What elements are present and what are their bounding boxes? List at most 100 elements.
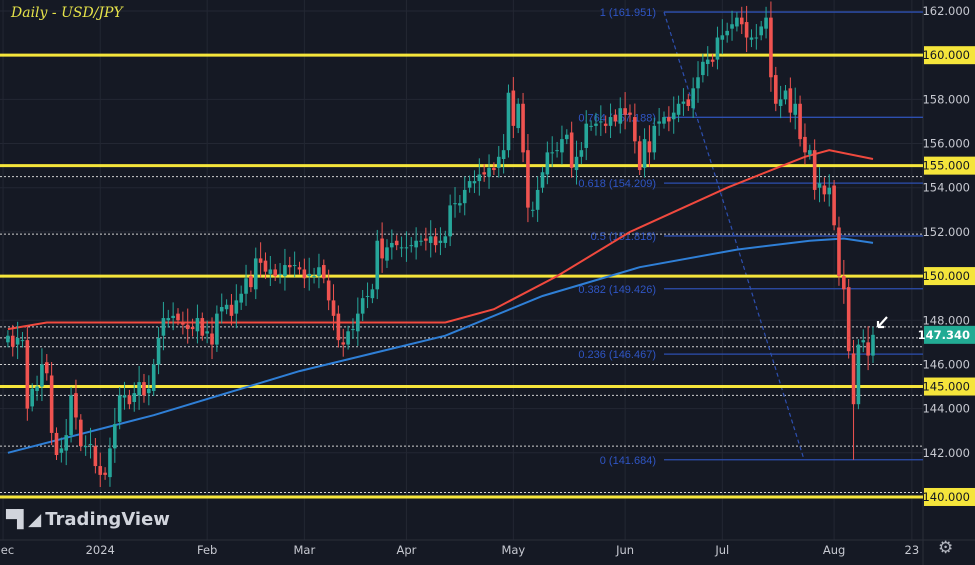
candle-body	[292, 265, 297, 267]
price-tick-label: 154.000	[922, 181, 970, 195]
candle-body	[108, 448, 112, 478]
level-price-badge	[924, 156, 975, 175]
candle-body	[156, 337, 161, 365]
candle-body	[696, 77, 700, 89]
candle-body	[720, 35, 725, 40]
annotation-arrow-icon	[876, 316, 888, 329]
candle-body	[122, 395, 127, 398]
candle-body	[98, 466, 103, 475]
candle-body	[550, 152, 555, 154]
fib-level-label: 0.382 (149.426)	[578, 284, 656, 296]
candle-body	[871, 334, 875, 356]
level-price-badge	[924, 377, 975, 396]
candle-body	[190, 326, 195, 330]
candle-body	[681, 101, 686, 104]
candle-body	[127, 395, 132, 405]
candle-body	[20, 340, 25, 342]
candle-body	[219, 307, 224, 312]
price-tick-label: 158.000	[922, 92, 970, 106]
candle-body	[715, 37, 720, 60]
candle-body	[79, 419, 83, 447]
candle-body	[200, 318, 205, 336]
candle-body	[234, 300, 239, 314]
fib-trend-line	[663, 11, 805, 460]
candle-body	[462, 189, 467, 204]
candle-body	[657, 121, 661, 124]
candle-body	[433, 236, 438, 246]
candle-body	[147, 388, 151, 394]
candle-body	[365, 295, 370, 297]
candle-body	[360, 298, 365, 314]
level-price-label: 150.000	[922, 269, 970, 283]
candle-body	[783, 90, 788, 100]
candle-body	[560, 139, 564, 153]
price-tick-label: 148.000	[922, 313, 970, 327]
candle-body	[404, 247, 409, 249]
candle-body	[866, 342, 870, 356]
candle-body	[662, 117, 666, 124]
candle-body	[652, 125, 657, 153]
candle-body	[171, 315, 175, 319]
candle-body	[759, 26, 763, 36]
candle-body	[244, 278, 248, 294]
candle-body	[64, 435, 69, 451]
candle-body	[30, 388, 34, 407]
candle-body	[6, 335, 10, 343]
candle-body	[769, 17, 773, 78]
candle-body	[667, 117, 671, 122]
fib-level-label: 1 (161.951)	[600, 7, 656, 19]
candle-body	[705, 59, 710, 65]
candle-body	[326, 280, 331, 301]
tradingview-logo-icon: ▀▌◢	[6, 509, 41, 530]
candle-body	[54, 432, 59, 456]
candle-body	[496, 156, 501, 168]
candle-body	[773, 75, 778, 104]
candle-body	[735, 17, 739, 27]
candle-body	[341, 342, 346, 345]
candle-body	[35, 386, 39, 391]
candle-body	[268, 269, 273, 274]
candle-body	[10, 335, 15, 347]
candle-body	[633, 117, 637, 142]
candle-body	[307, 273, 312, 277]
tradingview-logo: ▀▌◢ TradingView	[6, 509, 170, 530]
candle-body	[516, 103, 520, 129]
candle-body	[822, 185, 827, 195]
candle-body	[846, 287, 851, 352]
candle-body	[851, 353, 856, 405]
candle-body	[861, 340, 866, 343]
time-tick-label: Mar	[294, 543, 316, 557]
candle-body	[249, 276, 253, 288]
candle-body	[725, 30, 729, 36]
candle-body	[482, 172, 486, 175]
candle-body	[691, 88, 695, 109]
time-tick-label: Aug	[823, 543, 845, 557]
candle-body	[540, 172, 545, 188]
candle-body	[317, 267, 321, 277]
candle-body	[671, 112, 676, 120]
candle-body	[832, 185, 836, 226]
candle-body	[409, 245, 414, 247]
fib-level-label: 0.236 (146.467)	[578, 349, 656, 361]
candle-body	[793, 103, 798, 115]
candle-body	[49, 375, 54, 433]
candle-body	[40, 364, 44, 387]
candle-body	[205, 331, 209, 334]
candle-body	[151, 364, 156, 391]
candle-body	[778, 99, 783, 106]
candle-body	[142, 382, 146, 396]
candle-body	[477, 174, 482, 182]
candle-body	[453, 203, 457, 205]
candle-body	[176, 313, 180, 321]
candle-body	[817, 183, 822, 188]
time-tick-label: Jun	[615, 543, 634, 557]
settings-gear-icon[interactable]: ⚙	[938, 538, 954, 558]
candle-body	[764, 17, 768, 29]
candle-body	[346, 331, 350, 345]
candle-body	[113, 424, 117, 449]
candle-body	[263, 260, 268, 272]
brand-label: TradingView	[45, 509, 170, 530]
candle-body	[569, 132, 574, 168]
